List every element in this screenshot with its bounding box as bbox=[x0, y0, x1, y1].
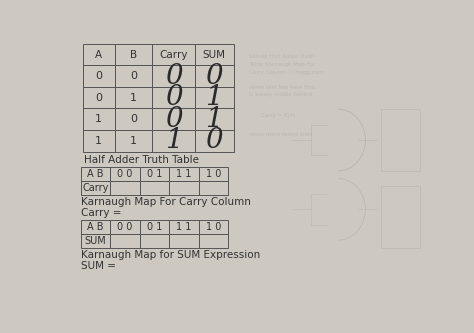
Bar bbox=[195, 109, 234, 130]
Bar bbox=[152, 87, 195, 109]
Text: 0: 0 bbox=[130, 114, 137, 124]
Text: Table Karnaugh Map For: Table Karnaugh Map For bbox=[249, 62, 315, 67]
Bar bbox=[195, 87, 234, 109]
Text: B: B bbox=[130, 50, 137, 60]
Bar bbox=[115, 130, 152, 152]
Bar bbox=[115, 109, 152, 130]
Text: 0 1: 0 1 bbox=[147, 222, 162, 232]
Bar bbox=[381, 109, 419, 171]
Bar bbox=[199, 220, 228, 234]
Text: is barely visible behind: is barely visible behind bbox=[249, 92, 312, 97]
Bar bbox=[82, 65, 115, 87]
Text: Carry = B(A): Carry = B(A) bbox=[261, 113, 295, 118]
Bar bbox=[115, 87, 152, 109]
Text: 1 1: 1 1 bbox=[176, 169, 191, 179]
Text: some more faded lines: some more faded lines bbox=[249, 132, 312, 137]
Bar bbox=[140, 167, 169, 181]
Bar bbox=[381, 186, 419, 248]
Bar bbox=[115, 44, 152, 65]
Bar bbox=[82, 87, 115, 109]
Bar bbox=[169, 220, 199, 234]
Text: 0: 0 bbox=[205, 63, 223, 90]
Text: 1: 1 bbox=[130, 93, 137, 103]
Bar bbox=[152, 109, 195, 130]
Bar bbox=[81, 167, 110, 181]
Bar bbox=[169, 234, 199, 248]
Text: SUM: SUM bbox=[85, 236, 107, 246]
Text: 0: 0 bbox=[165, 63, 182, 90]
Text: 0 0: 0 0 bbox=[118, 222, 133, 232]
Text: 0 1: 0 1 bbox=[147, 169, 162, 179]
Text: A: A bbox=[95, 50, 102, 60]
Text: Carry: Carry bbox=[159, 50, 188, 60]
Bar bbox=[152, 44, 195, 65]
Bar bbox=[110, 181, 140, 195]
Bar bbox=[81, 234, 110, 248]
Bar bbox=[199, 167, 228, 181]
Bar bbox=[82, 130, 115, 152]
Bar bbox=[199, 181, 228, 195]
Text: 1: 1 bbox=[165, 127, 182, 154]
Bar bbox=[110, 220, 140, 234]
Text: SUM =: SUM = bbox=[81, 261, 116, 271]
Text: 1 1: 1 1 bbox=[176, 222, 191, 232]
Bar bbox=[82, 44, 115, 65]
Bar bbox=[82, 109, 115, 130]
Bar bbox=[152, 130, 195, 152]
Text: SUM: SUM bbox=[203, 50, 226, 60]
Bar bbox=[195, 44, 234, 65]
Text: Carry =: Carry = bbox=[81, 208, 121, 218]
Bar bbox=[199, 234, 228, 248]
Text: 0: 0 bbox=[95, 93, 102, 103]
Bar bbox=[140, 220, 169, 234]
Bar bbox=[110, 167, 140, 181]
Text: 0: 0 bbox=[95, 71, 102, 81]
Text: A B: A B bbox=[87, 222, 104, 232]
Text: Karnaugh Map For Carry Column: Karnaugh Map For Carry Column bbox=[81, 197, 251, 207]
Bar bbox=[140, 234, 169, 248]
Text: 0: 0 bbox=[130, 71, 137, 81]
Text: 1: 1 bbox=[95, 136, 102, 146]
Text: Karnaugh Map for SUM Expression: Karnaugh Map for SUM Expression bbox=[81, 250, 260, 260]
Bar bbox=[195, 130, 234, 152]
Bar bbox=[169, 181, 199, 195]
Text: 1: 1 bbox=[205, 84, 223, 111]
Bar bbox=[152, 65, 195, 87]
Text: 0: 0 bbox=[165, 84, 182, 111]
Bar bbox=[169, 167, 199, 181]
Text: 1 0: 1 0 bbox=[206, 169, 221, 179]
Text: A B: A B bbox=[87, 169, 104, 179]
Text: 0 0: 0 0 bbox=[118, 169, 133, 179]
Text: 1 0: 1 0 bbox=[206, 222, 221, 232]
Text: Half Adder Truth Table: Half Adder Truth Table bbox=[84, 155, 199, 165]
Bar bbox=[140, 181, 169, 195]
Text: 1: 1 bbox=[130, 136, 137, 146]
Text: 1: 1 bbox=[205, 106, 223, 133]
Text: Carry: Carry bbox=[82, 183, 109, 193]
Bar bbox=[115, 65, 152, 87]
Text: 0: 0 bbox=[165, 106, 182, 133]
Bar bbox=[110, 234, 140, 248]
Text: 1: 1 bbox=[95, 114, 102, 124]
Text: Solved Half Adder Truth: Solved Half Adder Truth bbox=[249, 54, 314, 59]
Bar bbox=[81, 181, 110, 195]
Text: 0: 0 bbox=[205, 127, 223, 154]
Bar bbox=[81, 220, 110, 234]
Text: Carry Column | Chegg.com: Carry Column | Chegg.com bbox=[249, 69, 324, 75]
Bar bbox=[195, 65, 234, 87]
Text: some text line here that: some text line here that bbox=[249, 85, 316, 90]
